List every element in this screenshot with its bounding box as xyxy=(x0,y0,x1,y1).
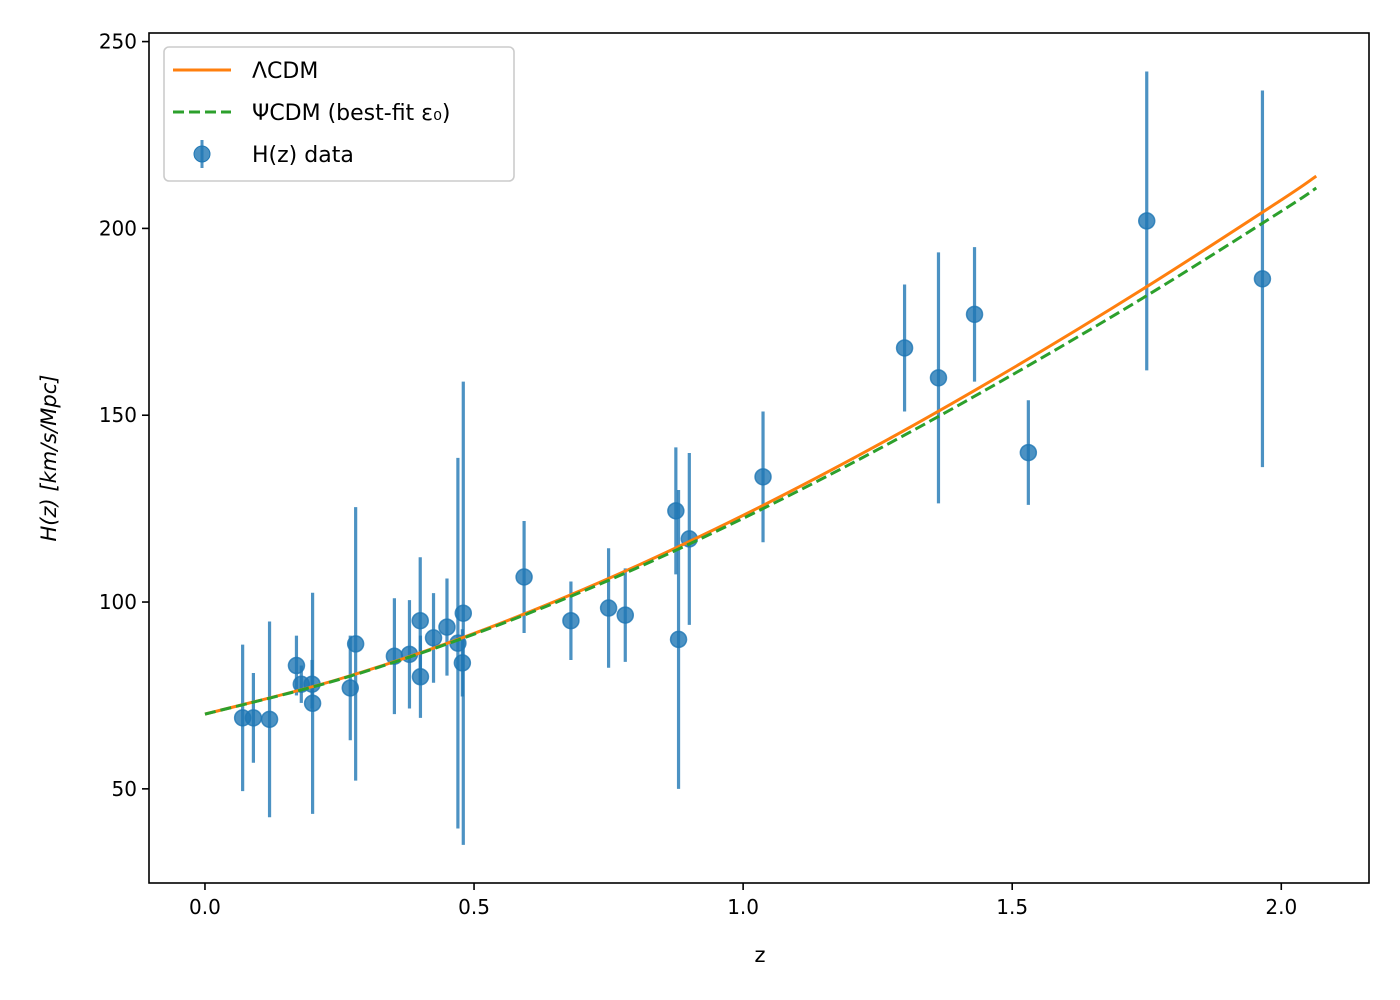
y-axis: 50 100 150 200 250 xyxy=(99,30,149,801)
data-point xyxy=(1137,212,1156,230)
plot-marks xyxy=(204,71,1318,845)
legend-psicdm-label: ΨCDM (best-fit ε₀) xyxy=(252,101,450,126)
legend: ΛCDM ΨCDM (best-fit ε₀) H(z) data xyxy=(163,46,515,182)
data-point xyxy=(895,339,914,357)
y-tick-label: 200 xyxy=(99,216,137,240)
x-axis: 0.0 0.5 1.0 1.5 2.0 xyxy=(189,883,1297,919)
data-point xyxy=(260,710,279,729)
data-point xyxy=(1253,270,1272,288)
y-tick-label: 250 xyxy=(99,30,137,54)
y-tick-label: 100 xyxy=(99,590,137,614)
data-point xyxy=(411,668,430,686)
data-point xyxy=(438,618,456,636)
y-axis-label: H(z) [km/s/Mpc] xyxy=(37,375,61,542)
data-point xyxy=(754,468,772,486)
data-point xyxy=(965,305,984,324)
x-tick-label: 1.5 xyxy=(996,895,1028,919)
data-point xyxy=(303,694,322,713)
data-point xyxy=(1019,443,1038,462)
data-point xyxy=(667,502,685,520)
x-tick-label: 0.0 xyxy=(189,895,221,919)
data-point xyxy=(346,635,365,653)
data-point xyxy=(669,630,688,649)
y-tick-label: 150 xyxy=(99,403,137,427)
legend-data-marker xyxy=(193,145,211,163)
data-point xyxy=(454,604,473,622)
data-point xyxy=(562,611,580,630)
x-tick-label: 1.0 xyxy=(727,895,759,919)
legend-box xyxy=(163,46,515,182)
data-point xyxy=(424,629,443,647)
x-axis-label: z xyxy=(754,943,765,967)
data-point xyxy=(515,568,533,586)
data-point xyxy=(244,709,263,727)
data-point xyxy=(616,606,635,624)
legend-lcdm-label: ΛCDM xyxy=(252,59,318,84)
y-tick-label: 50 xyxy=(112,777,137,801)
plot-frame xyxy=(148,32,1370,884)
x-tick-label: 2.0 xyxy=(1265,895,1297,919)
psicdm-curve xyxy=(204,186,1318,716)
legend-data-label: H(z) data xyxy=(252,143,354,168)
data-point xyxy=(411,611,429,630)
x-tick-label: 0.5 xyxy=(458,895,490,919)
data-point xyxy=(599,599,618,617)
data-point xyxy=(929,369,948,387)
